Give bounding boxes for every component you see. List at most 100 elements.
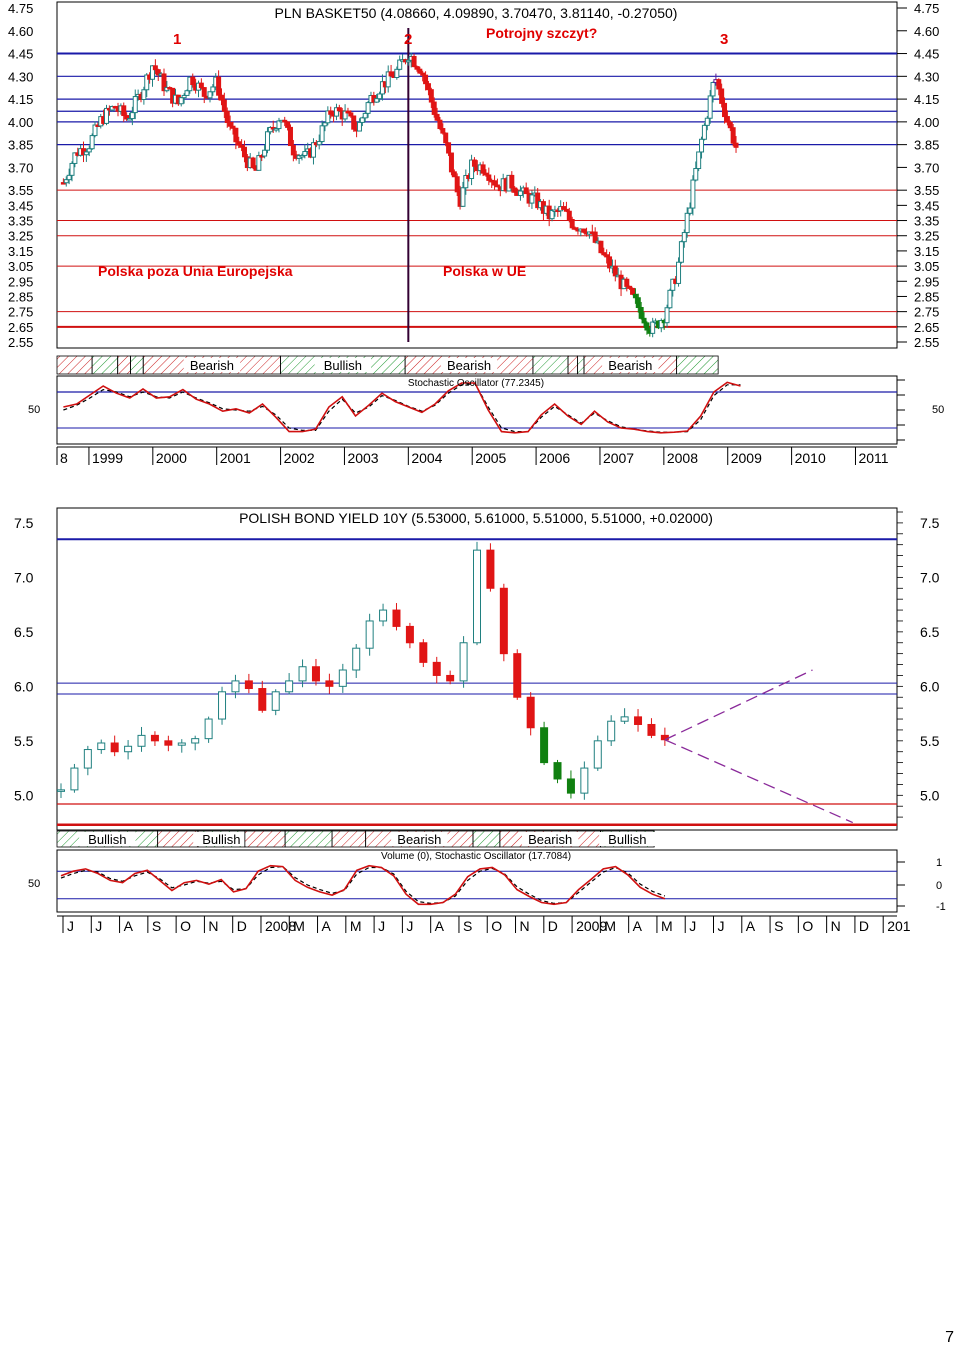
chart2-candle-body (634, 716, 643, 725)
chart1-candle-body (707, 95, 713, 119)
chart2-x-tick-label: 2008 (265, 918, 296, 934)
chart2-trend-band-bearish (331, 830, 367, 848)
chart1-candle-body (486, 174, 492, 181)
chart1-y-tick-label-left: 2.65 (8, 320, 33, 335)
chart1-candle-body (239, 144, 245, 148)
chart1-y-tick-label-left: 3.55 (8, 183, 33, 198)
chart1-candle-body (310, 142, 316, 158)
chart1-candle-body (287, 126, 293, 147)
chart1-candle-body (276, 120, 282, 130)
chart1-candle-body (630, 287, 636, 295)
chart1-candle-body (221, 99, 227, 112)
chart2-oscillator-k-line (60, 864, 666, 906)
chart1-candle-body (241, 146, 247, 158)
chart1-candle-body (104, 107, 110, 124)
chart1-plot-frame (56, 1, 898, 349)
chart1-oscillator-tick-right: 50 (932, 404, 944, 416)
chart2-title: POLISH BOND YIELD 10Y (5.53000, 5.61000,… (239, 510, 713, 526)
chart2-candle-body (419, 642, 428, 663)
chart1-candle-body (149, 65, 155, 80)
chart1-candle-body (483, 172, 489, 176)
chart1-candle-body (256, 155, 262, 171)
chart2-x-tick-label: M (350, 918, 362, 934)
chart1-y-tick-label-right: 3.25 (914, 229, 939, 244)
chart1-x-tick-label: 2005 (475, 450, 506, 466)
chart2-candle-body (298, 666, 307, 682)
chart2-y-tick-label-right: 7.0 (920, 569, 940, 585)
chart2-candle-body (647, 723, 656, 736)
chart1-candle-body (359, 117, 365, 123)
chart1-trend-band-bullish (676, 355, 719, 375)
chart1-y-tick-label-right: 4.45 (914, 47, 939, 62)
chart1-candle-body (724, 116, 730, 123)
chart1-candle-body (224, 110, 230, 123)
chart1-x-tick-label: 2003 (347, 450, 378, 466)
chart1-candle-body (676, 261, 682, 284)
chart2-x-tick-label: A (746, 918, 756, 934)
chart2-oscillator-d-line (60, 865, 666, 905)
chart1-candle-body (250, 157, 256, 169)
chart1-y-tick-label-left: 2.55 (8, 335, 33, 350)
chart2-x-tick-label: A (435, 918, 445, 934)
chart2-candle-body (607, 720, 616, 742)
chart1-candle-body (423, 74, 429, 85)
chart1-candle-body (262, 149, 268, 157)
chart1-candle-body (181, 94, 187, 99)
chart2-candle-body (258, 688, 267, 711)
chart2-x-tick-label: D (859, 918, 869, 934)
chart1-y-tick-label-right: 3.70 (914, 160, 939, 175)
chart2-trend-band-label: Bearish (528, 832, 572, 847)
chart2-trend-band-label-bg (521, 832, 579, 846)
chart2-x-tick-label: M (661, 918, 673, 934)
chart2-candle-body (486, 549, 495, 589)
chart1-candle-body (63, 179, 69, 184)
chart1-candle-body (658, 319, 664, 329)
chart1-y-tick-label-left: 3.35 (8, 214, 33, 229)
chart1-candle-body (428, 89, 434, 103)
chart1-candle-body (469, 159, 475, 180)
chart2-trend-band-label: Bearish (397, 832, 441, 847)
chart1-candle-body (233, 127, 239, 143)
chart1-y-tick-label-left: 2.85 (8, 289, 33, 304)
chart2-candle-body (83, 749, 92, 769)
chart2-candle-body (553, 762, 562, 780)
chart1-candle-body (333, 107, 339, 117)
chart1-x-tick-label: 2010 (795, 450, 826, 466)
chart2-trend-band-label-bg (79, 832, 136, 846)
chart1-x-tick-label: 2008 (667, 450, 698, 466)
chart1-y-tick-label-left: 4.45 (8, 47, 33, 62)
chart1-candle-body (385, 71, 391, 88)
chart2-trend-band-label: Bullish (202, 832, 240, 847)
chart2-x-tick-label: A (633, 918, 643, 934)
chart1-candle-body (598, 240, 604, 254)
chart1-trend-band-bearish (567, 355, 579, 375)
chart1-candle-body (218, 94, 224, 101)
chart1-candle-body (463, 175, 469, 189)
chart1-candle-body (405, 59, 411, 63)
chart1-candle-body (178, 97, 184, 105)
chart1-candle-body (417, 68, 423, 74)
chart1-candle-body (198, 82, 204, 89)
chart2-candle-body (218, 691, 227, 720)
chart1-x-tick-label: 2009 (731, 450, 762, 466)
chart2-x-tick-label: D (237, 918, 247, 934)
chart1-peak-label-3: 3 (720, 31, 728, 48)
chart1-trend-band-label: Bullish (324, 358, 362, 373)
chart1-candle-body (227, 121, 233, 127)
chart1-y-tick-label-left: 4.30 (8, 69, 33, 84)
chart2-candle-body (110, 742, 119, 753)
chart1-trend-band-bullish (130, 355, 144, 375)
chart1-candle-body (285, 121, 291, 128)
chart1-candle-body (319, 125, 325, 143)
chart2-candle-body (137, 734, 146, 747)
chart1-candle-body (704, 117, 710, 126)
chart1-candle-body (561, 206, 567, 210)
chart1-y-tick-label-right: 4.75 (914, 1, 939, 16)
chart2-candle-body (365, 620, 374, 649)
chart2-x-tick-label: N (208, 918, 218, 934)
chart2-oscillator-right-tick-label: -1 (936, 901, 946, 913)
chart1-oscillator-d-line (63, 382, 741, 433)
chart2-x-tick-label: O (802, 918, 813, 934)
chart1-trend-band-label: Bearish (190, 358, 234, 373)
chart1-y-tick-label-right: 3.05 (914, 259, 939, 274)
